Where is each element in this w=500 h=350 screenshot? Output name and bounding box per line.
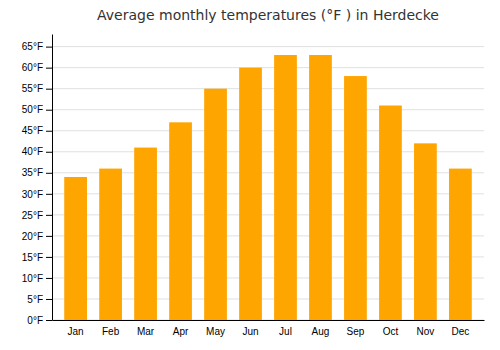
y-tick-label: 60°F: [22, 62, 43, 73]
bar: [414, 143, 437, 320]
y-tick-label: 0°F: [27, 315, 43, 326]
y-tick: 50°F: [22, 104, 52, 115]
y-tick-label: 20°F: [22, 231, 43, 242]
x-tick: Mar: [137, 326, 155, 337]
bar: [344, 76, 367, 320]
bar: [239, 68, 262, 320]
y-tick-label: 30°F: [22, 189, 43, 200]
x-tick-label: Dec: [451, 326, 469, 337]
bar: [449, 169, 472, 320]
y-tick: 65°F: [22, 41, 52, 52]
y-tick: 45°F: [22, 125, 52, 136]
grid-line: [52, 109, 484, 110]
bar: [379, 106, 402, 321]
bar: [99, 169, 122, 320]
bar: [309, 55, 332, 320]
y-tick-label: 40°F: [22, 146, 43, 157]
y-tick-label: 35°F: [22, 167, 43, 178]
x-tick-label: Feb: [102, 326, 120, 337]
y-tick-label: 25°F: [22, 210, 43, 221]
x-tick-label: Sep: [347, 326, 365, 337]
y-tick-mark: [46, 68, 52, 69]
y-tick-label: 50°F: [22, 104, 43, 115]
plot-area: [64, 55, 472, 320]
y-tick: 30°F: [22, 189, 52, 200]
y-tick-label: 55°F: [22, 83, 43, 94]
y-tick-mark: [46, 131, 52, 132]
chart-svg: 0°F 5°F 10°F 15°F 20°F 25°F 30°F 35°F 40°F 45°F 50…: [0, 0, 500, 350]
x-tick: Sep: [347, 326, 365, 337]
y-tick: 35°F: [22, 167, 52, 178]
x-tick: May: [206, 326, 225, 337]
x-tick: Jan: [68, 326, 84, 337]
y-tick: 10°F: [22, 273, 52, 284]
x-tick: Nov: [417, 326, 435, 337]
x-tick-label: Nov: [417, 326, 435, 337]
x-tick: Apr: [173, 326, 189, 337]
bar: [64, 177, 87, 320]
y-tick-label: 45°F: [22, 125, 43, 136]
y-tick-mark: [46, 173, 52, 174]
bar: [204, 89, 227, 320]
y-tick-mark: [46, 47, 52, 48]
y-tick-label: 5°F: [27, 294, 43, 305]
y-tick-mark: [46, 194, 52, 195]
y-tick: 0°F: [27, 315, 52, 326]
chart-container: 0°F 5°F 10°F 15°F 20°F 25°F 30°F 35°F 40°F 45°F 50…: [0, 0, 500, 350]
x-tick-label: Aug: [312, 326, 330, 337]
y-tick-label: 15°F: [22, 252, 43, 263]
y-tick-mark: [46, 89, 52, 90]
x-tick: Aug: [312, 326, 330, 337]
y-tick: 25°F: [22, 210, 52, 221]
y-tick: 60°F: [22, 62, 52, 73]
y-axis-line: [52, 35, 53, 321]
y-tick-mark: [46, 299, 52, 300]
y-tick-mark: [46, 152, 52, 153]
y-tick-mark: [46, 110, 52, 111]
x-tick-label: Jun: [242, 326, 258, 337]
x-tick-label: Oct: [383, 326, 399, 337]
y-tick-label: 10°F: [22, 273, 43, 284]
x-tick-label: Apr: [173, 326, 189, 337]
bar: [134, 148, 157, 320]
grid-line: [52, 130, 484, 131]
y-tick: 20°F: [22, 231, 52, 242]
grid-line: [52, 46, 484, 47]
y-axis: 0°F 5°F 10°F 15°F 20°F 25°F 30°F 35°F 40°F 45°F 50…: [22, 35, 53, 326]
y-tick: 40°F: [22, 146, 52, 157]
y-tick-mark: [46, 215, 52, 216]
bar: [169, 122, 192, 320]
y-tick-mark: [46, 257, 52, 258]
x-tick-label: Jul: [279, 326, 292, 337]
y-tick-mark: [46, 278, 52, 279]
grid: [52, 47, 484, 320]
x-tick: Dec: [451, 326, 469, 337]
grid-line: [52, 67, 484, 68]
x-tick: Feb: [102, 326, 120, 337]
x-tick: Jun: [242, 326, 258, 337]
x-tick-label: Jan: [68, 326, 84, 337]
y-tick: 15°F: [22, 252, 52, 263]
y-tick: 5°F: [27, 294, 52, 305]
title: Average monthly temperatures (°F ) in He…: [97, 7, 439, 23]
x-axis-line: [53, 320, 485, 321]
y-tick-mark: [46, 236, 52, 237]
x-axis: Jan Feb Mar Apr May Jun Jul Aug Sep Oct Nov Dec: [53, 321, 485, 338]
y-tick-label: 65°F: [22, 41, 43, 52]
grid-line: [52, 88, 484, 89]
x-tick: Jul: [279, 326, 292, 337]
x-tick-label: May: [206, 326, 225, 337]
y-tick-mark: [46, 320, 52, 321]
bar: [274, 55, 297, 320]
x-tick-label: Mar: [137, 326, 155, 337]
x-tick: Oct: [383, 326, 399, 337]
y-tick: 55°F: [22, 83, 52, 94]
